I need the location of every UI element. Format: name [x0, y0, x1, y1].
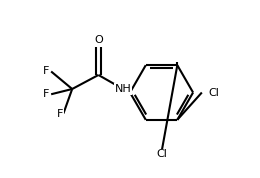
Text: F: F — [43, 66, 49, 77]
Text: Cl: Cl — [209, 88, 220, 98]
Text: O: O — [94, 35, 103, 45]
Text: NH: NH — [115, 84, 131, 94]
Text: Cl: Cl — [156, 149, 167, 159]
Text: F: F — [57, 109, 63, 119]
Text: F: F — [43, 89, 49, 99]
